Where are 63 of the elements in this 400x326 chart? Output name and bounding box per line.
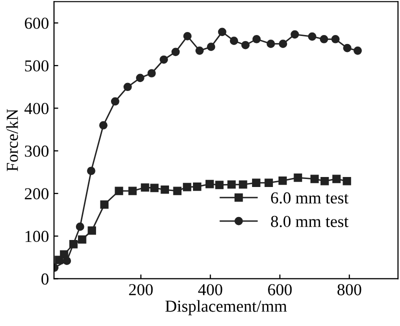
point <box>78 235 86 244</box>
point <box>278 176 287 185</box>
point <box>342 176 352 186</box>
point <box>294 174 302 182</box>
point <box>332 174 341 184</box>
point <box>99 121 108 130</box>
point <box>252 178 260 187</box>
y-tick-label: 200 <box>24 188 49 200</box>
point <box>290 30 299 39</box>
point <box>76 222 84 231</box>
point <box>227 180 236 189</box>
point <box>192 182 202 191</box>
y-tick-label: 500 <box>25 60 49 72</box>
x-tick-label: 400 <box>198 284 222 296</box>
point <box>183 32 192 40</box>
point <box>331 34 340 44</box>
point <box>320 34 328 44</box>
y-tick-label: 0 <box>41 273 49 285</box>
point <box>114 186 124 196</box>
point <box>354 46 362 55</box>
point <box>147 69 156 78</box>
point <box>343 44 352 52</box>
point <box>218 28 226 36</box>
point <box>140 183 150 192</box>
legend-label: 6.0 mm test <box>271 192 349 204</box>
point <box>123 82 132 92</box>
x-axis-title: Displacement/mm <box>165 300 287 316</box>
x-tick-label: 800 <box>337 284 362 296</box>
point <box>160 55 168 64</box>
point <box>100 200 109 209</box>
y-tick-label: 300 <box>24 146 49 157</box>
point <box>241 40 250 50</box>
point <box>128 186 137 196</box>
y-tick-label: 600 <box>24 18 49 29</box>
point <box>88 226 96 235</box>
point <box>206 42 216 51</box>
point <box>278 40 288 48</box>
point <box>238 180 248 189</box>
point <box>320 176 329 186</box>
point <box>215 180 224 190</box>
point <box>206 180 214 188</box>
point <box>264 178 273 187</box>
legend-label: 8.0 mm test <box>270 216 349 228</box>
y-axis-title: Force/kN <box>6 109 18 172</box>
point <box>171 48 180 56</box>
point <box>160 185 170 194</box>
point <box>173 186 182 196</box>
point <box>266 40 275 48</box>
point <box>150 184 159 192</box>
point <box>252 34 261 44</box>
point <box>195 46 204 55</box>
point <box>87 166 96 176</box>
x-tick-label: 200 <box>129 284 153 296</box>
x-tick-label: 600 <box>268 284 292 296</box>
point <box>136 74 144 82</box>
y-tick-label: 100 <box>26 230 49 242</box>
y-tick-label: 400 <box>24 102 49 114</box>
point <box>310 174 319 184</box>
point <box>308 32 316 41</box>
point <box>230 36 238 46</box>
point <box>182 182 192 192</box>
point <box>110 97 120 106</box>
point <box>62 256 72 265</box>
